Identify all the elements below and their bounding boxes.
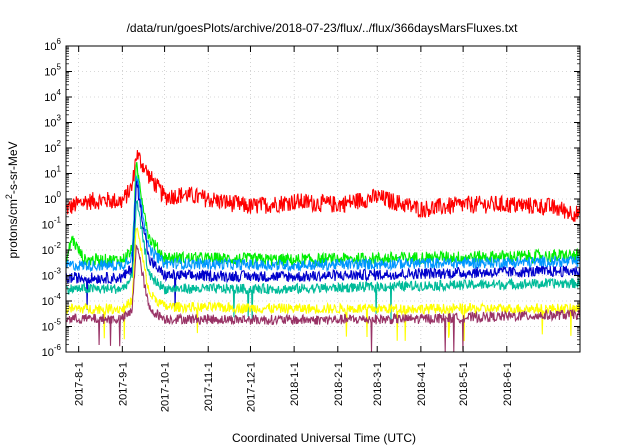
x-tick-label: 2017-11-1 — [203, 362, 215, 411]
series-line-3 — [65, 175, 581, 273]
y-axis-label-sup: 2 — [4, 194, 14, 199]
y-tick-exponent: 0 — [57, 190, 62, 199]
y-tick-base: 10 — [44, 92, 56, 104]
y-tick-exponent: 5 — [57, 63, 62, 72]
y-tick-exponent: -3 — [54, 267, 62, 276]
x-tick-label: 2018-4-1 — [416, 362, 428, 406]
x-tick-label: 2018-6-1 — [502, 362, 514, 406]
y-tick-exponent: 4 — [57, 88, 62, 97]
y-tick-exponent: -6 — [54, 343, 62, 352]
y-tick-exponent: 6 — [57, 37, 62, 46]
y-tick-base: 10 — [42, 245, 54, 257]
y-tick-label: 103 — [44, 114, 61, 130]
y-tick-label: 10-3 — [42, 267, 62, 283]
x-tick-label: 2017-12-1 — [245, 362, 257, 412]
y-tick-exponent: -2 — [54, 241, 62, 250]
x-tick-label: 2017-9-1 — [117, 362, 129, 406]
y-tick-label: 105 — [44, 63, 61, 79]
y-tick-base: 10 — [44, 169, 56, 181]
series-layer — [65, 149, 581, 353]
y-tick-exponent: -5 — [54, 318, 62, 327]
x-tick-label: 2018-3-1 — [372, 362, 384, 406]
y-tick-exponent: 3 — [57, 114, 62, 123]
y-tick-base: 10 — [44, 67, 56, 79]
y-tick-base: 10 — [42, 296, 54, 308]
y-axis-label: protons/cm2-s-sr-MeV — [4, 141, 20, 258]
y-tick-label: 102 — [44, 139, 61, 155]
series-line-6 — [65, 227, 581, 342]
x-tick-label: 2018-2-1 — [333, 362, 345, 406]
series-line-5 — [65, 200, 581, 322]
y-tick-base: 10 — [44, 143, 56, 155]
series-line-1 — [65, 149, 581, 222]
y-tick-exponent: -4 — [54, 292, 62, 301]
y-tick-label: 101 — [44, 165, 61, 181]
y-tick-label: 10-6 — [42, 343, 62, 359]
y-tick-exponent: 1 — [57, 165, 62, 174]
y-tick-base: 10 — [42, 347, 54, 359]
y-axis-label-pre: protons/cm — [6, 199, 20, 258]
series-line-7 — [66, 244, 581, 353]
y-tick-base: 10 — [42, 271, 54, 283]
y-tick-base: 10 — [42, 322, 54, 334]
y-tick-base: 10 — [44, 41, 56, 53]
y-tick-label: 10-1 — [42, 216, 62, 232]
y-axis-label-post: -s-sr-MeV — [6, 141, 20, 194]
y-tick-label: 10-4 — [42, 292, 62, 308]
y-tick-base: 10 — [42, 220, 54, 232]
y-tick-exponent: 2 — [57, 139, 62, 148]
x-tick-label: 2018-1-1 — [289, 362, 301, 406]
y-tick-label: 10-5 — [42, 318, 62, 334]
y-axis: 10-610-510-410-310-210-11001011021031041… — [42, 37, 580, 359]
y-tick-exponent: -1 — [54, 216, 62, 225]
x-tick-label: 2017-10-1 — [160, 362, 172, 412]
y-tick-label: 106 — [44, 37, 61, 53]
series-line-4 — [65, 180, 581, 311]
x-tick-label: 2017-8-1 — [74, 362, 86, 406]
y-tick-base: 10 — [44, 194, 56, 206]
y-tick-label: 100 — [44, 190, 61, 206]
x-axis-label: Coordinated Universal Time (UTC) — [232, 431, 416, 445]
y-tick-label: 10-2 — [42, 241, 62, 257]
x-axis: 2017-8-1 2017-9-1 2017-10-1 2017-11-1 2017-1… — [74, 46, 514, 412]
series-line-2 — [65, 161, 581, 267]
x-tick-label: 2018-5-1 — [458, 362, 470, 406]
y-tick-label: 104 — [44, 88, 61, 104]
y-tick-base: 10 — [44, 118, 56, 130]
chart-title: /data/run/goesPlots/archive/2018-07-23/f… — [127, 21, 519, 35]
